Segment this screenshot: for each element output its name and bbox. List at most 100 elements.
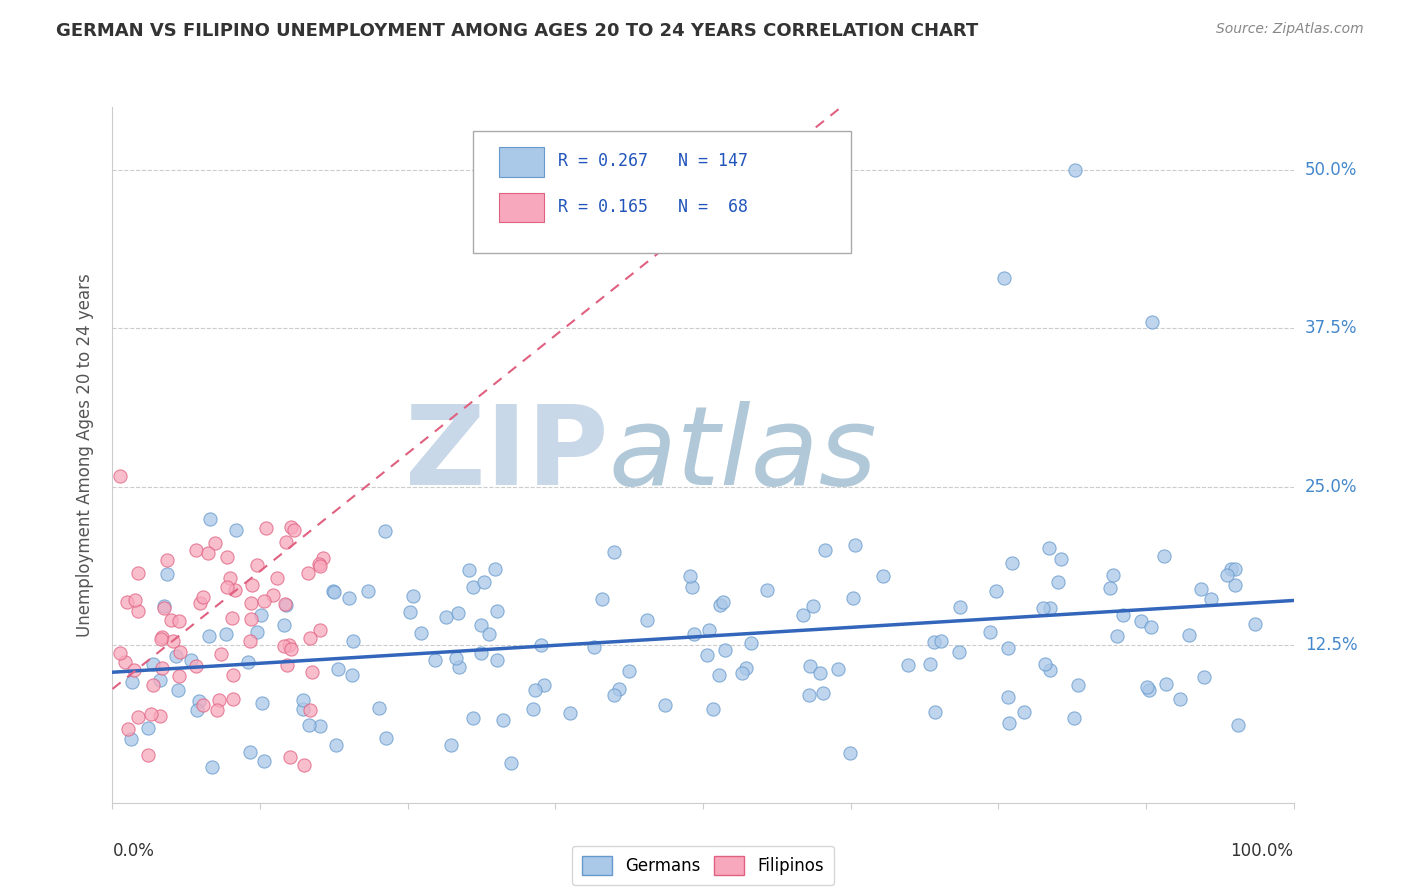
Point xyxy=(166,683,188,698)
Point xyxy=(276,535,298,549)
Point xyxy=(484,561,506,575)
Text: 12.5%: 12.5% xyxy=(1305,636,1357,654)
Point xyxy=(485,604,508,618)
Point xyxy=(149,632,172,646)
Point xyxy=(602,545,624,559)
Point xyxy=(1050,552,1073,566)
Text: 100.0%: 100.0% xyxy=(1230,842,1294,860)
Point xyxy=(121,675,143,690)
Point xyxy=(115,595,138,609)
Point xyxy=(1105,629,1128,643)
Point xyxy=(617,665,640,679)
Point xyxy=(949,599,972,614)
Point xyxy=(325,738,347,752)
Point xyxy=(530,638,553,652)
Point xyxy=(225,523,247,537)
Point xyxy=(709,599,731,613)
Point xyxy=(156,553,179,567)
Point xyxy=(1039,601,1062,615)
Point xyxy=(814,543,837,558)
Point xyxy=(801,599,824,613)
Point xyxy=(792,607,814,622)
Point xyxy=(1067,678,1090,692)
Point xyxy=(1170,692,1192,706)
Point xyxy=(204,535,226,549)
Bar xyxy=(499,193,544,222)
Point xyxy=(799,688,821,702)
Point xyxy=(1201,591,1223,606)
Point xyxy=(558,706,581,720)
Point xyxy=(1063,711,1085,725)
Point xyxy=(997,690,1019,705)
Point xyxy=(222,667,245,681)
Point xyxy=(208,692,231,706)
Point xyxy=(142,657,165,672)
Point xyxy=(696,648,718,662)
Text: GERMAN VS FILIPINO UNEMPLOYMENT AMONG AGES 20 TO 24 YEARS CORRELATION CHART: GERMAN VS FILIPINO UNEMPLOYMENT AMONG AG… xyxy=(56,22,979,40)
Point xyxy=(236,656,259,670)
Point xyxy=(254,521,277,535)
Point xyxy=(470,618,492,632)
Point xyxy=(240,596,263,610)
Point xyxy=(478,627,501,641)
Point xyxy=(924,705,946,719)
Point xyxy=(221,611,243,625)
Point xyxy=(1129,615,1152,629)
Point xyxy=(274,597,297,611)
Point xyxy=(322,584,344,599)
Point xyxy=(714,643,737,657)
Point xyxy=(702,702,724,716)
Point xyxy=(209,647,232,661)
Point xyxy=(193,591,215,605)
Point xyxy=(326,661,349,675)
Point xyxy=(1139,683,1161,698)
Point xyxy=(931,634,953,648)
Point xyxy=(240,578,263,592)
Point xyxy=(993,270,1015,285)
Point xyxy=(607,681,630,696)
Point xyxy=(799,658,821,673)
Point xyxy=(922,635,945,649)
Point xyxy=(844,538,866,552)
Point xyxy=(191,698,214,713)
Point xyxy=(187,694,209,708)
Point xyxy=(838,747,860,761)
Point xyxy=(292,757,315,772)
Point xyxy=(239,612,262,626)
Point xyxy=(1140,620,1163,634)
Point xyxy=(1225,578,1247,592)
Point xyxy=(979,624,1001,639)
Point xyxy=(997,641,1019,656)
Point xyxy=(153,601,176,615)
Point xyxy=(205,703,228,717)
Legend: Germans, Filipinos: Germans, Filipinos xyxy=(572,846,834,885)
Point xyxy=(165,649,187,664)
Point xyxy=(159,613,181,627)
Point xyxy=(108,646,131,660)
Point xyxy=(1194,670,1216,684)
Point xyxy=(681,580,703,594)
Point xyxy=(149,709,172,723)
Point xyxy=(186,703,208,717)
Point xyxy=(583,640,606,655)
Y-axis label: Unemployment Among Ages 20 to 24 years: Unemployment Among Ages 20 to 24 years xyxy=(76,273,94,637)
Point xyxy=(297,566,319,580)
Point xyxy=(707,667,730,681)
Point xyxy=(872,569,894,583)
Point xyxy=(141,707,163,722)
Point xyxy=(150,660,173,674)
Point xyxy=(142,678,165,692)
Point xyxy=(375,731,398,746)
Point xyxy=(108,469,131,483)
Point xyxy=(1064,163,1087,178)
Point xyxy=(470,646,492,660)
Point xyxy=(1099,581,1122,595)
Point xyxy=(897,657,920,672)
Point xyxy=(731,666,754,681)
Point xyxy=(299,631,322,645)
Point xyxy=(197,546,219,560)
Point xyxy=(149,673,172,688)
Point xyxy=(309,559,332,574)
Point xyxy=(186,659,208,673)
Point xyxy=(274,598,297,612)
